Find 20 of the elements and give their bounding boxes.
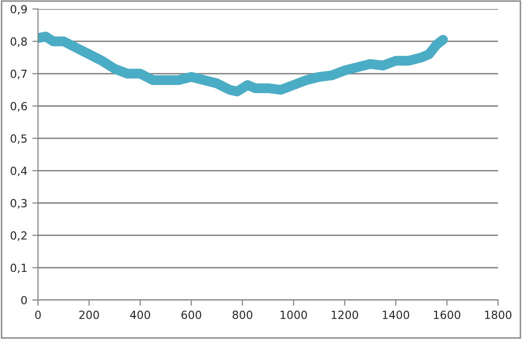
y-tick-label: 0,5 <box>10 134 27 144</box>
x-tick-label: 1000 <box>280 310 307 320</box>
y-tick-label: 0,3 <box>10 198 27 209</box>
y-tick-label: 0,1 <box>10 264 27 274</box>
x-tick-label: 400 <box>130 310 150 320</box>
x-tick-label: 200 <box>79 310 99 320</box>
x-tick-label: 0 <box>35 310 41 320</box>
y-tick-label: 0,6 <box>10 102 27 112</box>
x-tick-label: 1200 <box>332 310 358 320</box>
x-tick-label: 800 <box>232 310 252 320</box>
y-tick-label: 0 <box>21 296 27 304</box>
y-tick-label: 0,9 <box>10 4 27 15</box>
y-tick-label: 0,7 <box>10 70 27 80</box>
x-tick-label: 1600 <box>434 310 460 320</box>
y-tick-label: 0,2 <box>10 231 26 241</box>
y-tick-label: 0,8 <box>10 37 27 47</box>
y-tick-label: 0,4 <box>10 166 27 176</box>
x-tick-label: 1800 <box>485 310 512 320</box>
x-tick-label: 1400 <box>382 310 410 320</box>
x-tick-label: 600 <box>182 310 202 320</box>
